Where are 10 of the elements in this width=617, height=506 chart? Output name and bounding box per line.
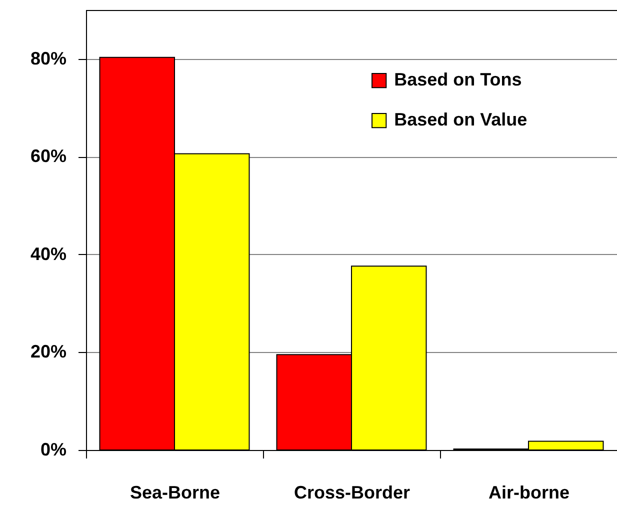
y-tick-label: 80% — [30, 48, 66, 68]
x-tick-label: Cross-Border — [294, 482, 410, 502]
x-tick-label: Sea-Borne — [130, 482, 220, 502]
y-tick-label: 60% — [30, 146, 66, 166]
x-tick-label: Air-borne — [488, 482, 570, 502]
legend-label: Based on Value — [394, 110, 528, 130]
legend-label: Based on Tons — [394, 70, 522, 90]
y-tick-label: 20% — [30, 342, 66, 362]
y-tick-label: 0% — [40, 440, 66, 460]
y-tick-label: 40% — [30, 244, 66, 264]
